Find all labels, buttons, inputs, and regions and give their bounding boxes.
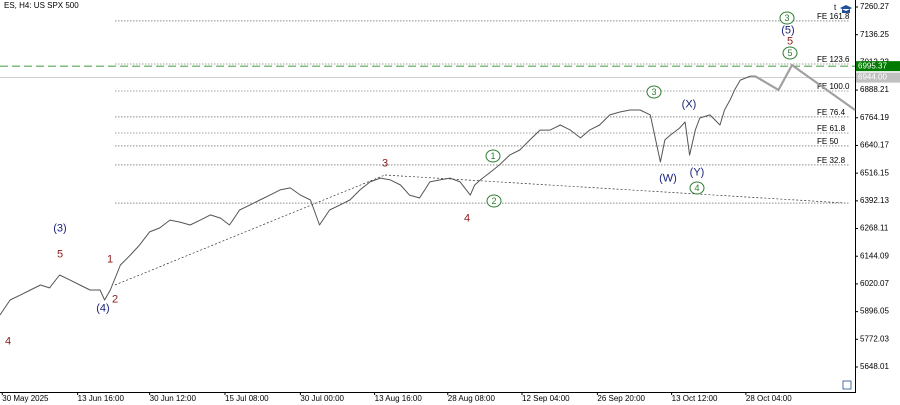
y-tick-label: 6640.17 (860, 141, 889, 150)
wave-label: 1 (490, 151, 495, 161)
projection (754, 63, 856, 111)
y-tick-label: 5896.05 (860, 307, 889, 316)
x-tick-label: 13 Jun 16:00 (78, 394, 125, 403)
wave-label: (X) (682, 98, 697, 110)
price-tag-label: 6944.00 (858, 73, 887, 82)
wave-label: 4 (5, 335, 11, 347)
chart-title: ES, H4: US SPX 500 (4, 1, 79, 10)
fib-label: FE 76.4 (817, 108, 846, 117)
wave-label: 5 (787, 48, 792, 58)
wave-label: 3 (382, 157, 388, 169)
wave-label: (5) (781, 24, 794, 36)
wave-label: 2 (112, 293, 118, 305)
price-tag (856, 61, 900, 72)
wave-circle (689, 181, 705, 195)
fib-label: FE 61.8 (817, 124, 846, 133)
x-tick-label: 30 Jun 12:00 (150, 394, 197, 403)
x-tick-label: 30 Jul 00:00 (300, 394, 344, 403)
trend-line (114, 174, 846, 286)
x-tick-label: 13 Aug 16:00 (375, 394, 423, 403)
y-tick-label: 5772.03 (860, 334, 889, 343)
fib-label: FE 32.8 (817, 156, 846, 165)
x-tick-label: 28 Aug 08:00 (448, 394, 496, 403)
y-tick-label: 6888.21 (860, 85, 889, 94)
x-tick-label: 12 Sep 04:00 (522, 394, 570, 403)
corner-icon[interactable] (842, 380, 852, 390)
wave-label: 3 (784, 13, 789, 23)
y-tick-label: 6516.15 (860, 168, 889, 177)
y-tick-label: 7136.25 (860, 30, 889, 39)
wave-label: (4) (96, 302, 109, 314)
y-tick-label: 5648.01 (860, 362, 889, 371)
fib-label: FE 100.0 (817, 82, 850, 91)
wave-label: 3 (651, 87, 656, 97)
y-tick-label: 6392.13 (860, 196, 889, 205)
toolbar-icon[interactable] (840, 5, 852, 13)
wave-circle (486, 194, 502, 208)
x-tick-label: 13 Oct 12:00 (672, 394, 718, 403)
y-tick-label: 6020.07 (860, 279, 889, 288)
wave-label: 4 (464, 212, 470, 224)
wave-label: (W) (659, 172, 677, 184)
wave-circle (485, 149, 501, 163)
x-tick-label: 30 May 2025 (2, 394, 49, 403)
wave-label: 4 (694, 183, 699, 193)
wave-label: 1 (107, 253, 113, 265)
fib-label: FE 123.6 (817, 55, 850, 64)
wave-label: 5 (57, 248, 63, 260)
x-tick-label: 26 Sep 20:00 (597, 394, 645, 403)
fib-label: FE 161.8 (817, 12, 850, 21)
wave-label: 5 (787, 35, 793, 47)
toolbar-icon[interactable]: t (834, 3, 837, 12)
price-tag (856, 72, 900, 83)
y-tick-label: 7260.27 (860, 2, 889, 11)
x-tick-label: 28 Oct 04:00 (746, 394, 792, 403)
x-tick-label: 15 Jul 08:00 (225, 394, 269, 403)
wave-circle (779, 11, 795, 25)
wave-label: 2 (491, 196, 496, 206)
y-tick-label: 6764.19 (860, 113, 889, 122)
wave-label: (Y) (690, 166, 705, 178)
wave-circle (782, 46, 798, 60)
fib-label: FE 50 (817, 137, 839, 146)
price-tag-label: 6995.37 (858, 61, 887, 70)
wave-label: (3) (53, 222, 66, 234)
price-line-series (0, 75, 755, 316)
y-tick-label: 6268.11 (860, 224, 889, 233)
y-tick-label: 6144.09 (860, 251, 889, 260)
wave-circle (646, 85, 662, 99)
